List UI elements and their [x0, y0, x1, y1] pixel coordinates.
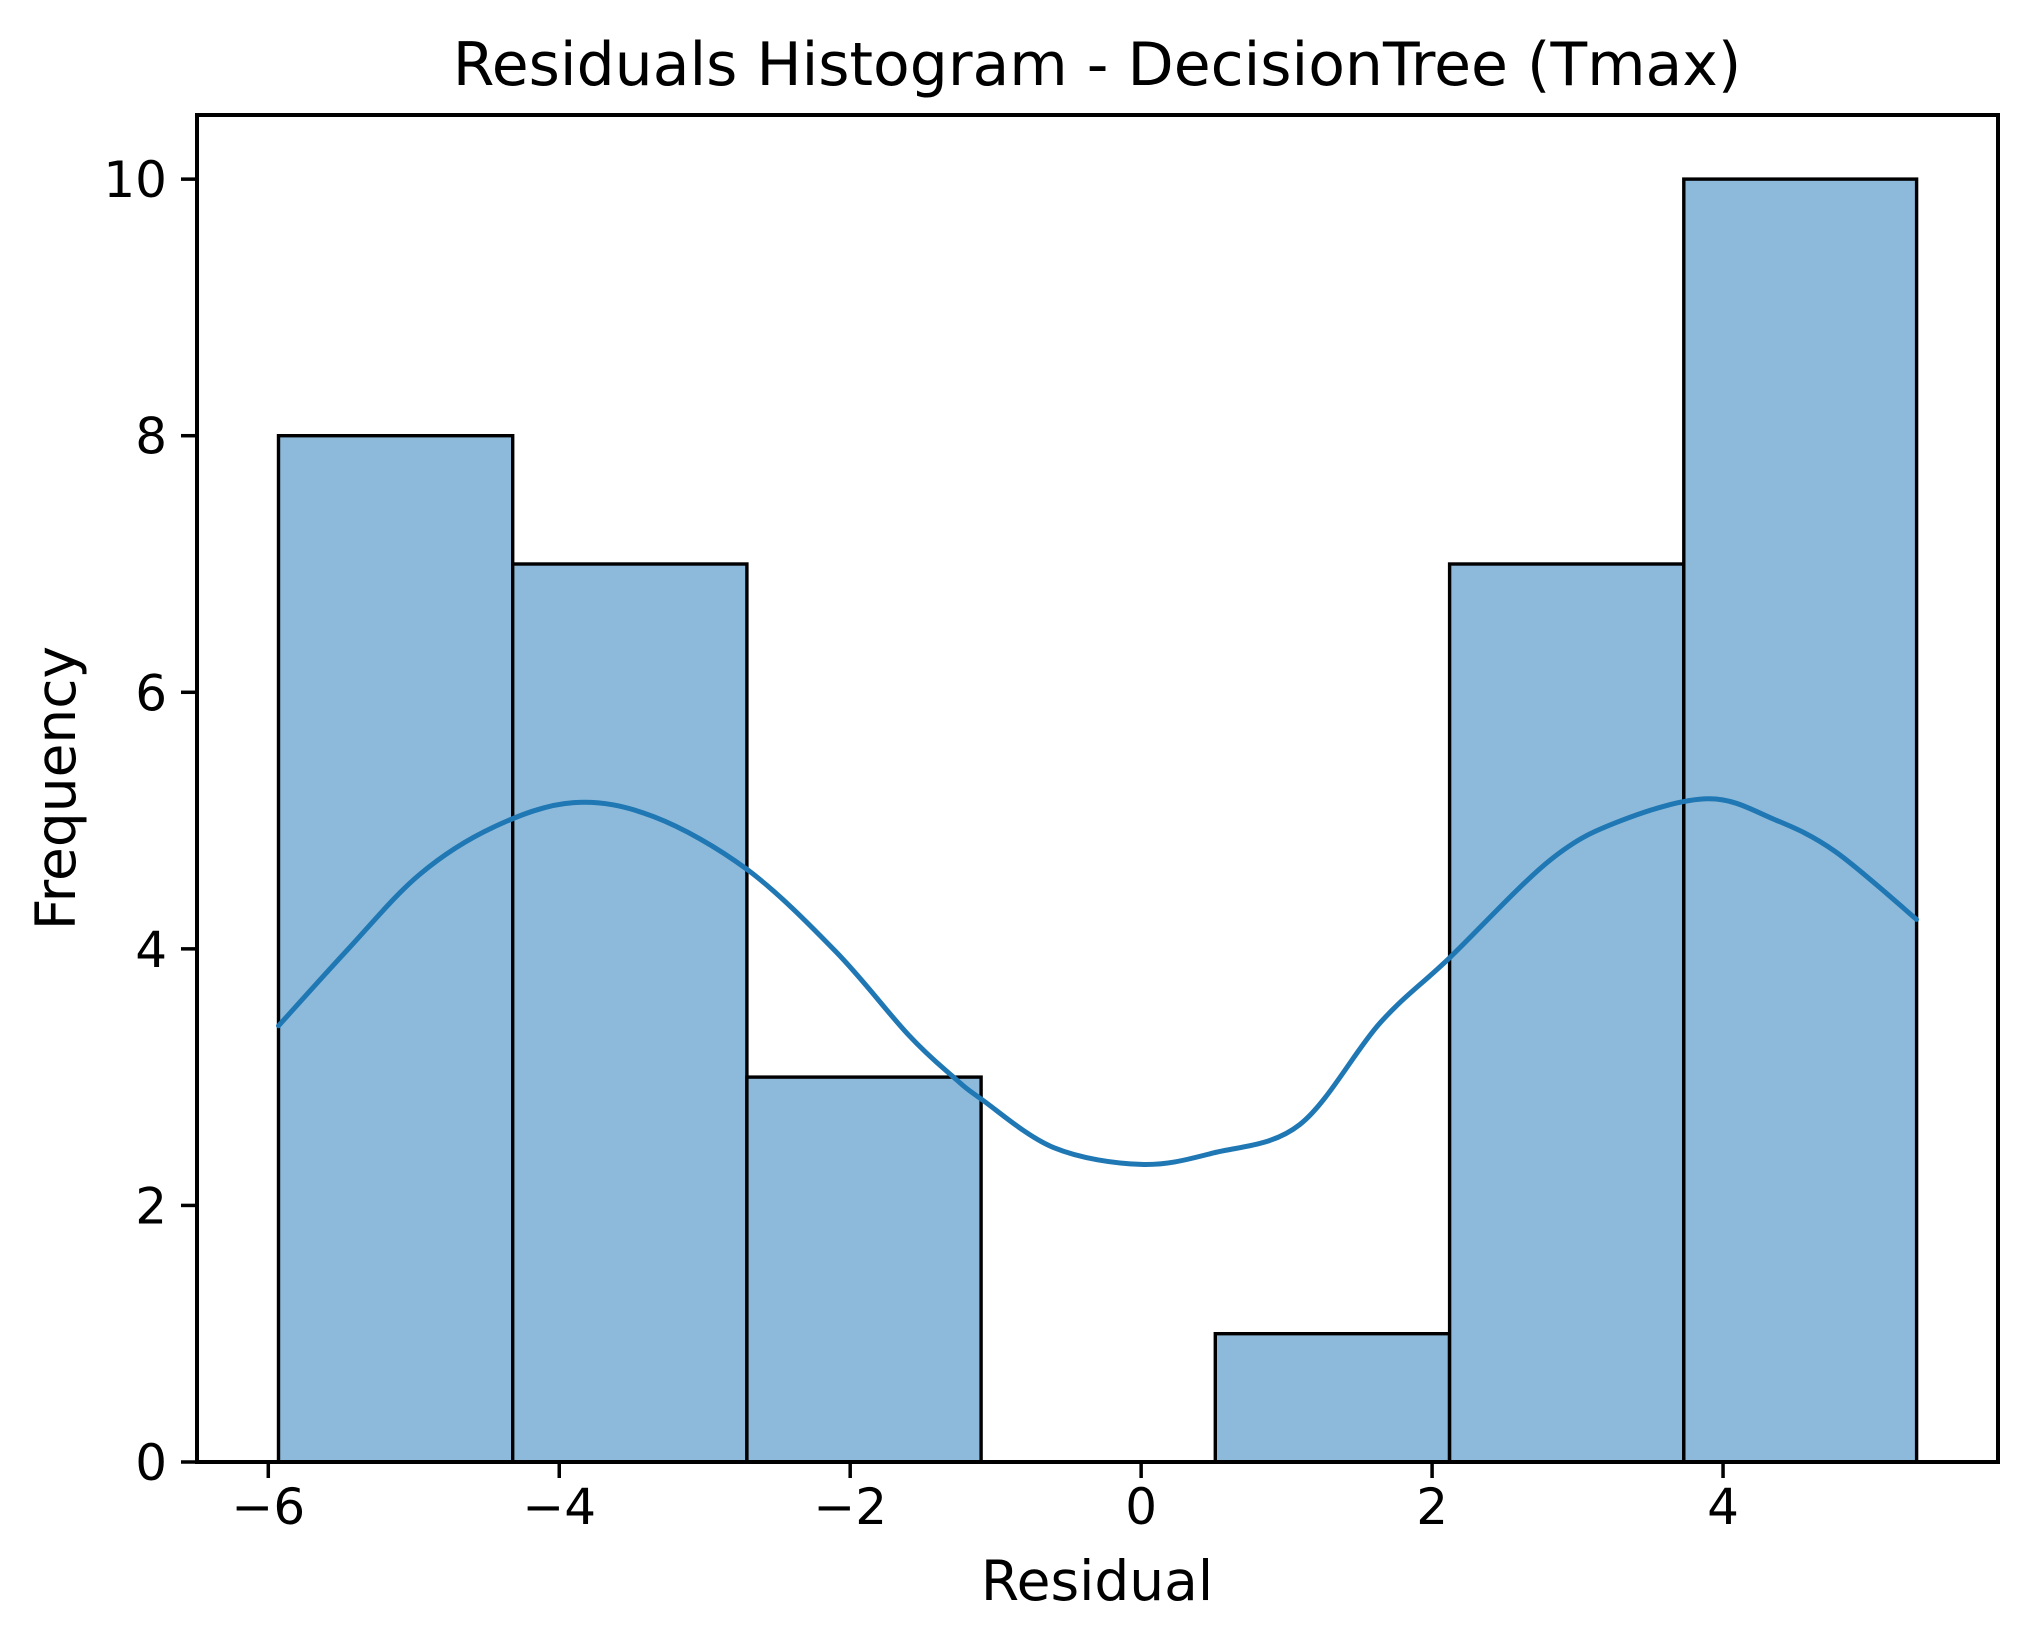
- y-tick-label: 10: [103, 151, 167, 209]
- x-tick-label: −6: [231, 1478, 305, 1536]
- y-tick-label: 8: [135, 408, 167, 466]
- x-axis-label: Residual: [981, 1549, 1213, 1613]
- histogram-bar: [276, 434, 515, 1464]
- x-tick-label: 4: [1707, 1478, 1739, 1536]
- histogram-bar: [1447, 562, 1686, 1464]
- histogram-bar: [745, 1075, 983, 1464]
- x-tick-label: −4: [522, 1478, 596, 1536]
- y-tick-label: 6: [135, 664, 167, 722]
- histogram-bar: [1682, 177, 1919, 1464]
- ticks-group: −6 −4 −2 0 2 4 0 2 4 6 8 10: [103, 151, 1739, 1536]
- plot-border: [195, 113, 2000, 1464]
- x-tick-label: −2: [813, 1478, 887, 1536]
- chart-title: Residuals Histogram - DecisionTree (Tmax…: [453, 30, 1741, 100]
- x-tick-label: 2: [1416, 1478, 1448, 1536]
- y-tick-label: 4: [135, 921, 167, 979]
- kde-curve-line: [276, 796, 1919, 1167]
- y-axis-label: Frequency: [24, 646, 88, 930]
- bars-group: [276, 177, 1919, 1464]
- y-tick-label: 2: [135, 1177, 167, 1235]
- x-tick-label: 0: [1125, 1478, 1157, 1536]
- histogram-bar: [1213, 1331, 1452, 1464]
- y-tick-label: 0: [135, 1434, 167, 1492]
- histogram-bar: [511, 562, 749, 1464]
